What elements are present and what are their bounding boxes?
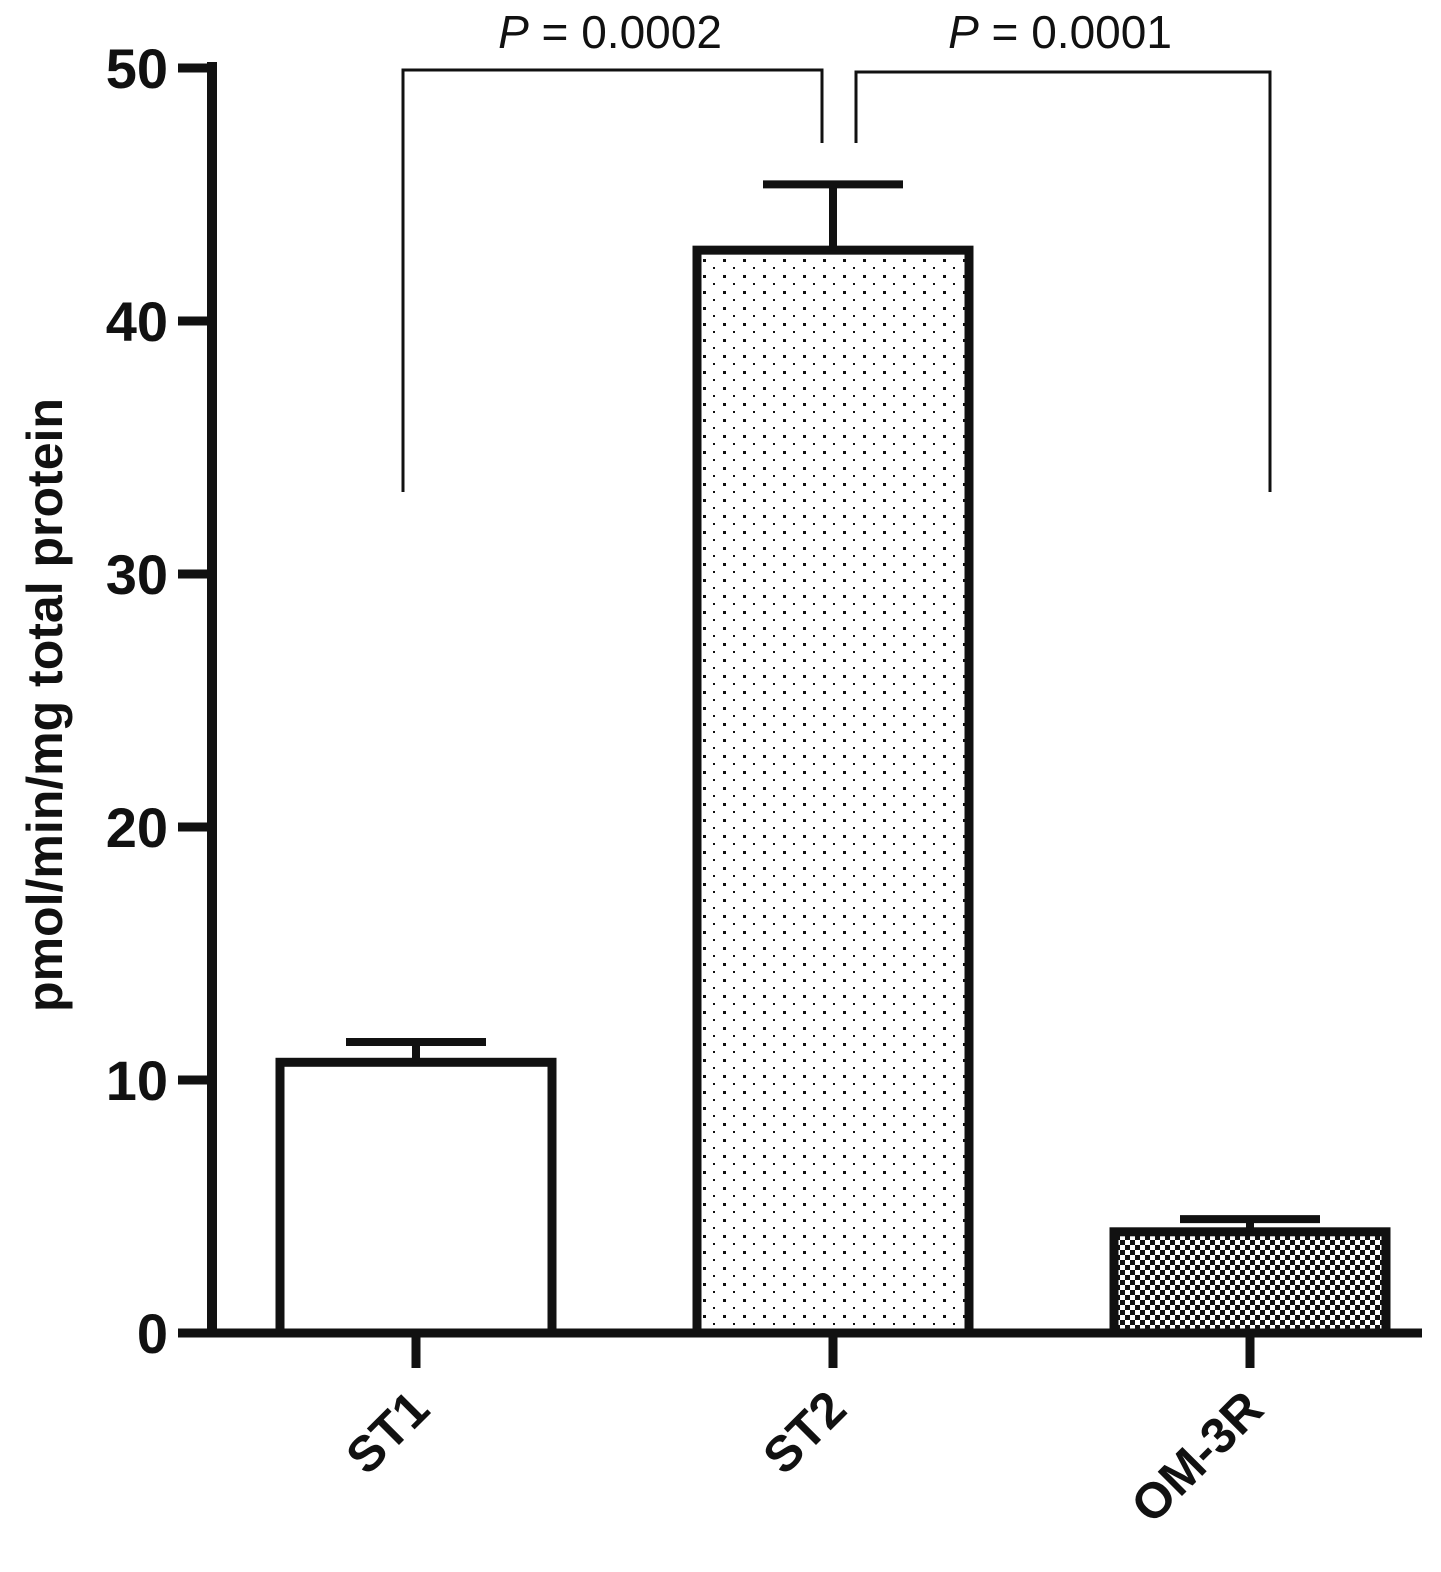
p-value-label-1: P = 0.0002 — [498, 6, 722, 58]
bar-om-3r — [1109, 1227, 1391, 1338]
category-label-om-3r: OM-3R — [1120, 1380, 1274, 1534]
y-tick-label-40: 40 — [106, 290, 168, 353]
x-axis-ticks: ST1 ST2 OM-3R — [335, 1333, 1274, 1534]
category-label-st1: ST1 — [335, 1380, 439, 1484]
p-symbol: P — [948, 6, 979, 58]
significance-bracket-1 — [401, 68, 824, 492]
y-tick-label-50: 50 — [106, 37, 168, 100]
bar-st2 — [692, 245, 974, 1338]
p-value-label-2: P = 0.0001 — [948, 6, 1172, 58]
bars — [275, 180, 1391, 1338]
y-tick-label-10: 10 — [106, 1049, 168, 1112]
significance-bracket-2 — [854, 70, 1272, 492]
p-symbol: P — [498, 6, 529, 58]
y-axis-title: pmol/min/mg total protein — [17, 398, 73, 1012]
y-axis-ticks: 0 10 20 30 40 50 — [106, 37, 212, 1365]
bar-st1 — [275, 1057, 557, 1338]
y-tick-label-20: 20 — [106, 796, 168, 859]
significance-annotations: P = 0.0002 P = 0.0001 — [401, 6, 1272, 492]
p-value: = 0.0002 — [529, 6, 722, 58]
category-label-st2: ST2 — [752, 1380, 856, 1484]
p-value: = 0.0001 — [979, 6, 1172, 58]
y-tick-label-0: 0 — [137, 1302, 168, 1365]
y-tick-label-30: 30 — [106, 543, 168, 606]
